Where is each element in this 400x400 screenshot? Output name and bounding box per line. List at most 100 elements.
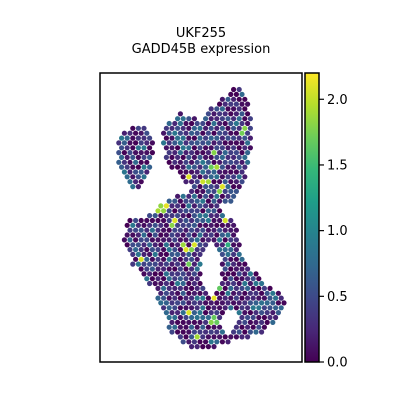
chart-title: UKF255 [175, 26, 227, 41]
expression-spot [127, 237, 133, 243]
expression-spot [161, 285, 167, 291]
expression-spot [166, 198, 172, 204]
expression-spot [175, 271, 181, 277]
expression-spot [261, 314, 267, 321]
expression-spot [183, 266, 189, 272]
expression-spot [183, 334, 189, 340]
expression-spot [242, 116, 248, 122]
expression-spot [147, 213, 153, 219]
expression-spot [180, 280, 186, 287]
expression-spot [225, 193, 231, 199]
expression-spot [180, 116, 186, 122]
expression-spot [169, 290, 175, 296]
expression-spot [231, 280, 237, 287]
expression-spot [219, 174, 225, 180]
expression-spot [186, 280, 192, 287]
expression-spot [194, 324, 200, 330]
expression-spot [116, 159, 122, 165]
expression-spot [203, 184, 209, 190]
expression-spot [138, 227, 144, 233]
expression-spot [242, 290, 248, 296]
expression-spot [228, 276, 234, 282]
expression-spot [141, 251, 147, 257]
expression-spot [219, 232, 225, 238]
expression-spot [138, 247, 144, 253]
expression-spot [166, 130, 172, 136]
expression-spot [121, 140, 127, 146]
expression-spot [191, 193, 197, 199]
expression-spot [245, 130, 251, 136]
expression-spot [261, 285, 267, 291]
expression-spot [228, 295, 234, 301]
expression-spot [194, 227, 200, 233]
expression-spot [138, 266, 144, 272]
expression-spot [245, 276, 251, 282]
expression-spot [189, 295, 195, 301]
expression-spot [183, 140, 189, 146]
expression-spot [191, 222, 197, 228]
expression-spot [236, 184, 242, 190]
expression-spot [191, 242, 197, 248]
expression-spot [197, 125, 203, 131]
expression-spot [183, 169, 189, 175]
expression-spot [175, 203, 181, 209]
expression-spot [144, 227, 150, 233]
expression-spot [144, 247, 150, 253]
expression-spot [239, 130, 245, 136]
expression-spot [205, 344, 211, 350]
expression-spot [231, 164, 237, 170]
expression-spot [152, 271, 158, 277]
expression-spot [191, 125, 197, 131]
expression-spot [217, 130, 223, 136]
expression-spot [219, 135, 225, 141]
expression-spot [233, 169, 239, 175]
expression-spot [189, 140, 195, 146]
expression-spot [172, 247, 178, 253]
expression-spot [211, 150, 217, 156]
expression-spot [203, 116, 209, 122]
expression-spot [231, 135, 237, 141]
expression-spot [275, 300, 281, 306]
expression-spot [225, 339, 231, 345]
expression-spot [233, 91, 239, 97]
expression-spot [236, 280, 242, 287]
expression-spot [135, 154, 141, 160]
expression-spot [172, 237, 178, 243]
expression-spot [211, 314, 217, 321]
expression-spot [233, 256, 239, 262]
expression-spot [180, 271, 186, 277]
expression-spot [133, 130, 139, 136]
expression-spot [197, 184, 203, 190]
expression-spot [127, 179, 133, 185]
expression-spot [197, 280, 203, 287]
expression-spot [149, 247, 155, 253]
colorbar-axis: 0.0 0.5 1.0 1.5 2.0 [319, 93, 348, 371]
expression-spot [214, 232, 220, 238]
expression-spot [175, 232, 181, 238]
expression-spot [138, 179, 144, 185]
expression-spot [219, 145, 225, 151]
expression-spot [250, 276, 256, 282]
expression-spot [200, 314, 206, 321]
expression-spot [161, 217, 167, 224]
expression-spot [200, 344, 206, 350]
expression-spot [183, 314, 189, 321]
expression-spot [217, 159, 223, 165]
expression-spot [253, 300, 259, 306]
expression-spot [124, 145, 130, 151]
expression-spot [189, 314, 195, 321]
expression-spot [219, 96, 225, 102]
expression-spot [177, 324, 183, 330]
expression-spot [177, 208, 183, 214]
expression-spot [222, 169, 228, 175]
expression-spot [166, 305, 172, 311]
expression-spot [211, 130, 217, 136]
expression-spot [175, 193, 181, 199]
expression-spot [169, 300, 175, 306]
expression-spot [222, 266, 228, 272]
expression-spot [197, 339, 203, 345]
expression-spot [172, 305, 178, 311]
expression-spot [203, 300, 209, 306]
expression-spot [124, 135, 130, 141]
expression-spot [130, 232, 136, 238]
